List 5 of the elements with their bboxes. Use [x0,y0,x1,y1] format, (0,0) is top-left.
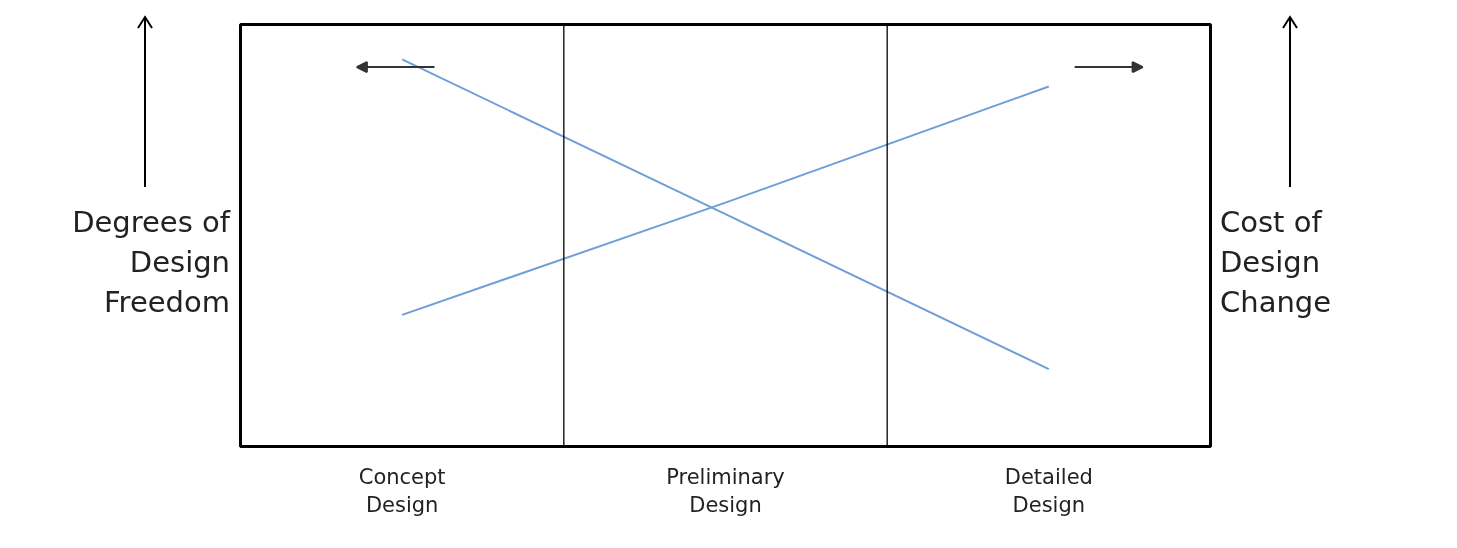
y-axis-title: Degrees of Design Freedom [71,204,230,322]
x-tick-label: Preliminary Design [666,464,785,518]
y2-axis-title: Cost of Design Change [1220,204,1333,322]
x-tick-label: Concept Design [358,464,446,518]
x-tick-label: Detailed Design [1004,464,1093,518]
